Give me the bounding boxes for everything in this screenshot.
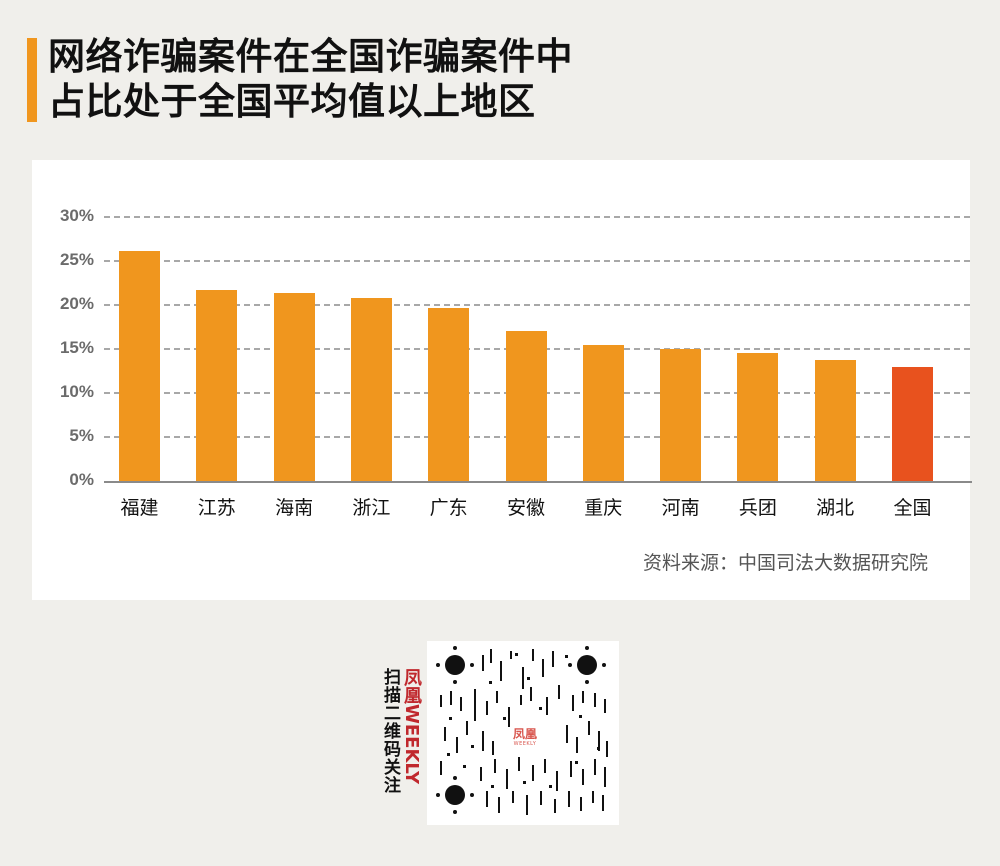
qr-brand: 凤凰WEEKLY — [401, 668, 422, 785]
x-tick-label: 广东 — [429, 497, 468, 519]
x-axis-line — [104, 481, 972, 483]
x-tick-label: 海南 — [275, 497, 314, 519]
bar-3 — [350, 297, 392, 481]
qr-prompt: 扫描二维码关注 — [380, 668, 400, 794]
bar-4 — [428, 307, 470, 481]
data-source: 资料来源：中国司法大数据研究院 — [642, 552, 928, 574]
bar-6 — [582, 345, 624, 481]
bar-10 — [892, 367, 933, 481]
y-tick-label: 5% — [69, 426, 94, 445]
qr-code[interactable]: 凤凰 WEEKLY — [427, 641, 619, 825]
x-tick-label: 兵团 — [738, 497, 777, 519]
qr-logo-sub: WEEKLY — [513, 741, 537, 747]
gridline — [104, 216, 970, 218]
y-tick-label: 15% — [59, 338, 94, 357]
x-tick-label: 安徽 — [506, 497, 545, 519]
y-tick-label: 20% — [59, 294, 94, 313]
bar-9 — [814, 360, 856, 481]
bar-7 — [660, 349, 702, 481]
chart-title: 网络诈骗案件在全国诈骗案件中 占比处于全国平均值以上地区 — [48, 34, 573, 124]
bar-1 — [196, 290, 238, 481]
x-tick-label: 全国 — [893, 497, 932, 519]
title-accent-bar — [27, 38, 37, 122]
x-tick-label: 河南 — [661, 497, 700, 519]
y-tick-label: 10% — [59, 382, 94, 401]
x-tick-label: 浙江 — [352, 497, 391, 519]
bar-2 — [273, 292, 315, 481]
qr-logo-text: 凤凰 — [512, 727, 537, 741]
gridline — [104, 260, 970, 262]
bar-8 — [737, 353, 779, 481]
bar-5 — [505, 330, 547, 481]
bar-0 — [119, 251, 160, 481]
y-tick-label: 25% — [59, 250, 94, 269]
qr-caption: 扫描二维码关注 凤凰WEEKLY — [376, 668, 422, 798]
x-tick-label: 重庆 — [584, 497, 623, 519]
title-line-1: 网络诈骗案件在全国诈骗案件中 — [48, 35, 573, 78]
x-tick-label: 福建 — [120, 497, 159, 519]
chart-card: 0% 5% 10% 15% 20% 25% 30% 福建 江苏 海南 浙江 广东 安徽 重庆 河南 兵团 湖北… — [32, 160, 972, 600]
qr-pattern-icon — [436, 646, 608, 815]
x-tick-label: 湖北 — [816, 497, 855, 519]
y-tick-label: 0% — [69, 470, 94, 489]
title-line-2: 占比处于全国平均值以上地区 — [48, 80, 536, 123]
y-tick-label: 30% — [59, 206, 94, 225]
x-tick-label: 江苏 — [197, 497, 236, 519]
qr-center-logo: 凤凰 WEEKLY — [511, 727, 539, 748]
gridline — [104, 304, 970, 306]
